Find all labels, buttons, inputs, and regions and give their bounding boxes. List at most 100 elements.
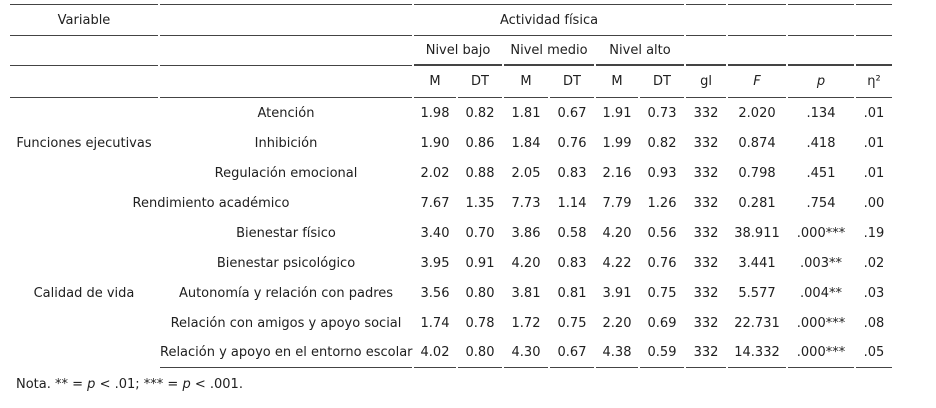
cell-value: 332 <box>693 225 719 241</box>
activity-group-header: Actividad física <box>414 4 684 36</box>
cell-value: 0.83 <box>557 255 587 271</box>
cell-value: 0.798 <box>738 165 776 181</box>
cell-value: 0.281 <box>738 195 776 211</box>
header-row-3: M DT M DT M DT gl F p η² <box>10 66 892 98</box>
header-row-1: Variable Actividad física <box>10 4 892 36</box>
cell-value: .02 <box>863 255 885 271</box>
cell-value: 332 <box>693 105 719 121</box>
cell-value: 332 <box>693 135 719 151</box>
col-header-m-medium: M <box>504 66 548 98</box>
spacer-cell <box>10 36 158 66</box>
cell-value: 1.14 <box>557 195 587 211</box>
variable-label: Atención <box>257 105 315 121</box>
cell-value: 4.22 <box>602 255 632 271</box>
spacer-cell <box>160 36 412 66</box>
cell-value: 38.911 <box>734 225 780 241</box>
cell-value: .004** <box>800 285 842 301</box>
cell-value: .000*** <box>796 315 846 331</box>
table-row: Autonomía y relación con padres 3.56 0.8… <box>10 278 892 308</box>
col-header-m-high: M <box>596 66 638 98</box>
cell-value: 0.73 <box>647 105 677 121</box>
cell-value: 2.20 <box>602 315 632 331</box>
col-header-dt-medium: DT <box>550 66 594 98</box>
cell-value: 3.56 <box>420 285 450 301</box>
cell-value: .00 <box>863 195 885 211</box>
cell-value: 4.20 <box>602 225 632 241</box>
table-row: Bienestar psicológico 3.95 0.91 4.20 0.8… <box>10 248 892 278</box>
cell-value: 0.83 <box>557 165 587 181</box>
cell-value: 0.75 <box>647 285 677 301</box>
cell-value: .000*** <box>796 225 846 241</box>
cell-value: 0.56 <box>647 225 677 241</box>
cell-value: .000*** <box>788 338 854 368</box>
cell-value: 0.78 <box>465 315 495 331</box>
note-text: < .01; *** = <box>95 377 183 392</box>
spacer-cell <box>10 66 158 98</box>
cell-value: 0.67 <box>557 105 587 121</box>
cell-value: 0.59 <box>640 338 684 368</box>
cell-value: 0.874 <box>738 135 776 151</box>
cell-value: 0.75 <box>557 315 587 331</box>
col-header-eta-squared: η² <box>856 66 892 98</box>
cell-value: 7.67 <box>420 195 450 211</box>
cell-value: 2.020 <box>738 105 776 121</box>
table-row: Inhibición 1.90 0.86 1.84 0.76 1.99 0.82… <box>10 128 892 158</box>
cell-value: 0.76 <box>557 135 587 151</box>
cell-value: 332 <box>693 255 719 271</box>
table-row: Calidad de vida Bienestar físico 3.40 0.… <box>10 218 892 301</box>
note-p-symbol: p <box>87 377 96 392</box>
cell-value: 1.84 <box>511 135 541 151</box>
col-header-f: F <box>728 66 786 98</box>
table-row: Relación y apoyo en el entorno escolar 4… <box>10 338 892 368</box>
cell-value: 1.91 <box>602 105 632 121</box>
cell-value: 0.82 <box>465 105 495 121</box>
cell-value: 0.88 <box>465 165 495 181</box>
cell-value: 1.35 <box>465 195 495 211</box>
cell-value: 4.30 <box>504 338 548 368</box>
cell-value: 0.80 <box>465 285 495 301</box>
cell-value: .01 <box>863 135 885 151</box>
spacer-cell <box>160 66 412 98</box>
cell-value: 332 <box>686 338 726 368</box>
variable-label: Autonomía y relación con padres <box>178 285 394 301</box>
cell-value: .01 <box>863 165 885 181</box>
cell-value: 3.40 <box>420 225 450 241</box>
table-row: Relación con amigos y apoyo social 1.74 … <box>10 308 892 338</box>
col-header-dt-high: DT <box>640 66 684 98</box>
cell-value: 1.74 <box>420 315 450 331</box>
variable-label: Bienestar psicológico <box>216 255 356 271</box>
spacer-cell <box>686 36 726 66</box>
note-text: Nota. ** = <box>16 377 88 392</box>
header-row-2: Nivel bajo Nivel medio Nivel alto <box>10 36 892 66</box>
spacer-cell <box>728 36 786 66</box>
cell-value: 22.731 <box>734 315 780 331</box>
cell-value: 4.20 <box>511 255 541 271</box>
spacer-cell <box>728 4 786 36</box>
group-label: Funciones ejecutivas <box>16 135 152 151</box>
variable-label: Relación con amigos y apoyo social <box>170 315 402 331</box>
cell-value: 0.82 <box>647 135 677 151</box>
cell-value: 7.73 <box>511 195 541 211</box>
cell-value: 0.69 <box>647 315 677 331</box>
cell-value: .134 <box>806 105 836 121</box>
cell-value: 1.81 <box>511 105 541 121</box>
cell-value: 4.38 <box>596 338 638 368</box>
col-header-dt-low: DT <box>458 66 502 98</box>
cell-value: 0.76 <box>647 255 677 271</box>
cell-value: 7.79 <box>602 195 632 211</box>
page: Variable Actividad física Nivel bajo Niv… <box>10 4 936 392</box>
table-row: Funciones ejecutivas Atención 1.98 0.82 … <box>10 98 892 151</box>
level-high-header: Nivel alto <box>596 36 684 66</box>
cell-value: 4.02 <box>414 338 456 368</box>
cell-value: 332 <box>693 315 719 331</box>
cell-value: .19 <box>863 225 885 241</box>
cell-value: .03 <box>863 285 885 301</box>
table-note: Nota. ** = p < .01; *** = p < .001. <box>10 377 936 392</box>
cell-value: 0.86 <box>465 135 495 151</box>
cell-value: 0.58 <box>557 225 587 241</box>
col-header-p: p <box>788 66 854 98</box>
col-header-m-low: M <box>414 66 456 98</box>
table-row: Regulación emocional 2.02 0.88 2.05 0.83… <box>10 158 892 188</box>
variable-label: Inhibición <box>254 135 318 151</box>
cell-value: 5.577 <box>738 285 776 301</box>
